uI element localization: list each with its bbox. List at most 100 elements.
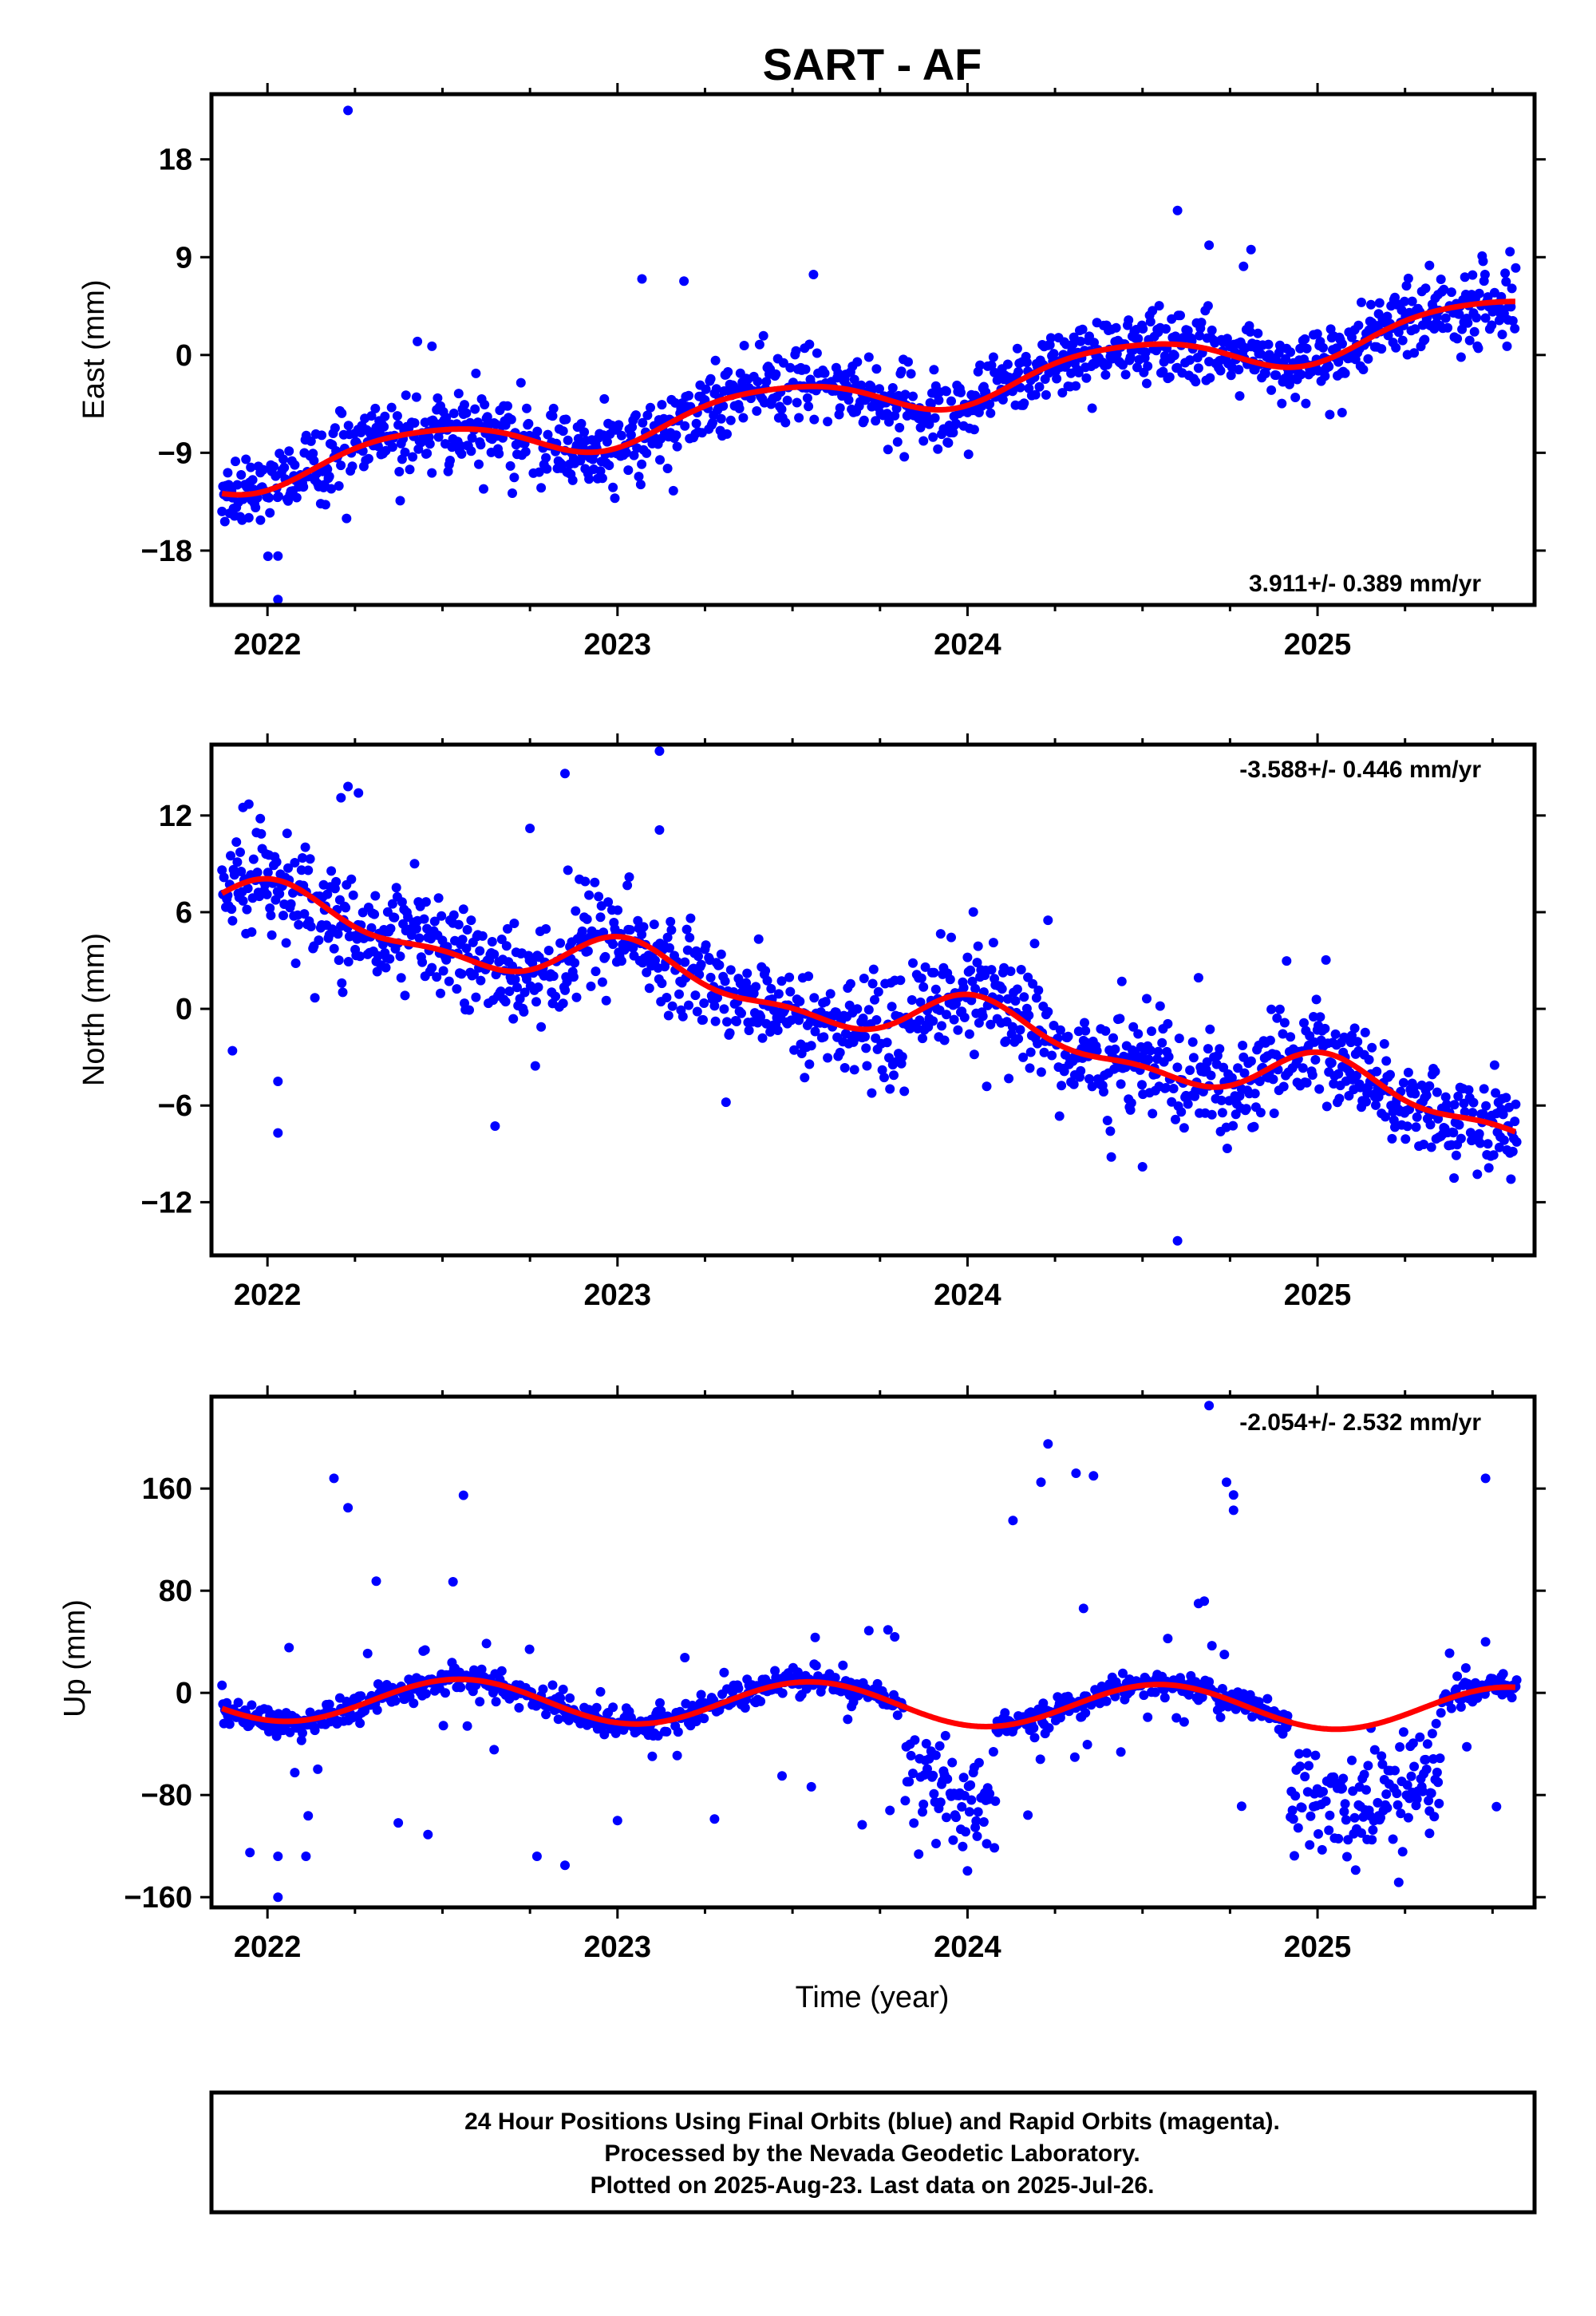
data-point	[1321, 1796, 1331, 1806]
data-point	[1089, 338, 1099, 348]
data-point	[583, 946, 593, 956]
data-point	[288, 887, 298, 898]
data-point	[1494, 315, 1504, 326]
data-point	[915, 1015, 925, 1026]
data-point	[655, 455, 665, 465]
data-point	[1080, 1018, 1089, 1028]
data-point	[940, 1730, 950, 1741]
data-point	[355, 951, 365, 962]
data-point	[680, 1653, 690, 1662]
data-point	[935, 1797, 946, 1808]
data-point	[1385, 1069, 1395, 1080]
data-point	[1125, 1105, 1136, 1115]
data-point	[900, 1796, 911, 1806]
data-point	[427, 962, 437, 973]
data-point	[1424, 1796, 1434, 1806]
data-point	[624, 872, 634, 882]
data-point	[859, 974, 869, 983]
data-point	[400, 447, 410, 457]
data-point	[433, 393, 443, 403]
data-point	[794, 413, 804, 423]
data-point	[466, 446, 476, 456]
data-point	[699, 998, 709, 1008]
outlier-point	[329, 1473, 339, 1484]
data-points	[217, 105, 1521, 605]
data-point	[906, 369, 916, 379]
data-point	[986, 408, 996, 418]
data-point	[576, 418, 587, 429]
data-point	[437, 911, 447, 921]
data-point	[369, 909, 380, 919]
data-point	[662, 1726, 672, 1737]
data-point	[1217, 1108, 1227, 1118]
data-point	[1287, 1805, 1298, 1816]
data-point	[464, 1005, 474, 1015]
data-point	[389, 912, 400, 923]
data-point	[227, 904, 237, 915]
data-point	[804, 339, 815, 350]
y-tick-label: −9	[158, 437, 192, 470]
data-point	[1305, 1840, 1315, 1850]
data-point	[503, 923, 512, 934]
data-point	[1483, 1163, 1494, 1173]
data-point	[417, 957, 428, 967]
data-point	[1381, 1112, 1390, 1122]
data-point	[408, 452, 418, 462]
data-point	[1388, 1834, 1398, 1844]
data-point	[946, 932, 956, 943]
data-point	[523, 418, 534, 429]
data-point	[1153, 1046, 1163, 1057]
data-point	[1349, 1023, 1360, 1034]
data-point	[949, 1014, 959, 1025]
y-tick-label: −12	[141, 1186, 192, 1219]
data-point	[937, 1021, 946, 1031]
data-point	[970, 983, 981, 994]
footer-box	[209, 2090, 1537, 2215]
data-point	[553, 1714, 563, 1725]
data-point	[1183, 1099, 1193, 1109]
x-tick-label: 2024	[934, 628, 1001, 662]
y-tick-label: 9	[176, 241, 192, 275]
data-point	[603, 897, 614, 907]
data-point	[972, 1831, 982, 1841]
data-point	[1448, 1128, 1459, 1138]
outlier-point	[1193, 1599, 1203, 1609]
data-point	[1402, 1780, 1412, 1790]
data-point	[346, 874, 357, 884]
data-point	[966, 1795, 977, 1805]
data-point	[1071, 381, 1081, 391]
data-point	[263, 868, 273, 878]
data-point	[988, 1747, 998, 1757]
data-point	[1154, 301, 1164, 311]
data-point	[1425, 1120, 1436, 1130]
data-point	[1222, 1144, 1232, 1153]
data-point	[971, 1816, 982, 1826]
data-point	[918, 436, 929, 446]
outlier-point	[245, 1848, 255, 1858]
data-point	[217, 1680, 227, 1690]
data-point	[1118, 360, 1128, 370]
data-point	[475, 1697, 485, 1707]
data-point	[1420, 283, 1431, 294]
data-point	[448, 409, 459, 418]
data-point	[1400, 296, 1410, 306]
data-point	[597, 977, 607, 987]
data-point	[1426, 1142, 1436, 1152]
data-point	[1115, 1014, 1125, 1024]
x-tick-label: 2025	[1284, 628, 1352, 662]
data-point	[1460, 1107, 1470, 1117]
data-point	[1299, 1018, 1309, 1028]
data-point	[247, 475, 258, 485]
data-point	[1262, 1694, 1273, 1704]
data-point	[662, 932, 673, 943]
data-point	[562, 977, 572, 987]
data-point	[909, 1818, 919, 1828]
data-point	[800, 1073, 810, 1083]
data-point	[343, 957, 354, 966]
data-point	[1203, 1044, 1213, 1054]
data-point	[379, 421, 389, 432]
data-point	[338, 987, 348, 998]
data-point	[1383, 330, 1393, 341]
data-point	[1446, 1703, 1456, 1713]
data-point	[1279, 1018, 1290, 1028]
